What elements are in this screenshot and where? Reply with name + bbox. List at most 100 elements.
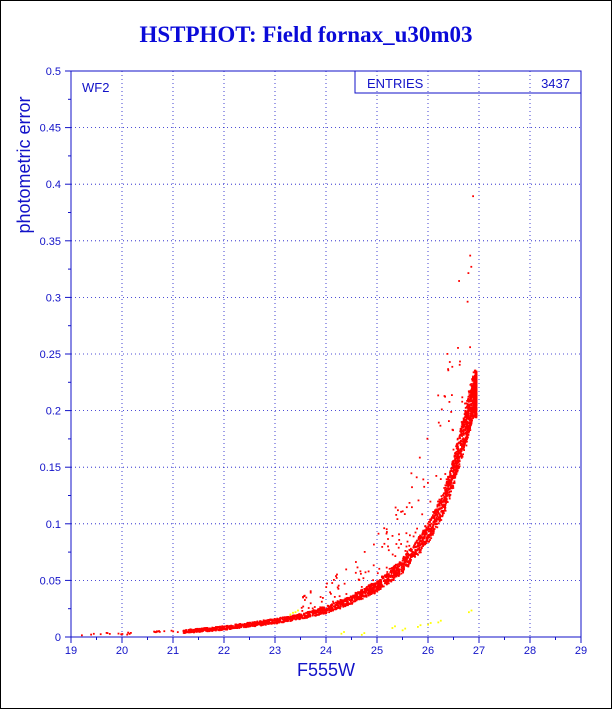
data-point [424, 535, 426, 538]
data-point [318, 609, 320, 612]
data-point [379, 585, 382, 587]
data-point [385, 582, 387, 584]
data-point [336, 573, 338, 576]
data-point [350, 598, 353, 601]
data-point [433, 516, 436, 518]
data-point [448, 479, 451, 481]
data-point [474, 378, 477, 381]
data-point [467, 430, 470, 433]
data-point [437, 508, 440, 510]
data-point [463, 449, 465, 451]
data-point [416, 541, 418, 544]
data-point [194, 628, 197, 630]
data-point [438, 502, 441, 505]
data-point [264, 619, 267, 622]
data-point [254, 625, 256, 628]
data-point [461, 396, 464, 399]
data-point [289, 618, 291, 621]
data-point [354, 600, 357, 603]
data-point [255, 624, 258, 626]
data-point [440, 502, 443, 504]
data-point [462, 430, 465, 432]
data-point [475, 405, 478, 408]
data-point [416, 527, 418, 530]
data-point [249, 622, 252, 625]
data-point [373, 592, 376, 595]
data-point [216, 626, 218, 629]
data-point [438, 504, 441, 507]
data-point [463, 442, 466, 445]
data-point [366, 587, 368, 590]
data-point [269, 622, 272, 625]
data-point [364, 589, 366, 592]
data-point [435, 522, 438, 525]
data-point [313, 606, 316, 608]
data-point [273, 619, 276, 622]
data-point [467, 407, 469, 410]
data-point [375, 587, 378, 590]
data-point [437, 500, 439, 503]
data-point [465, 413, 468, 416]
data-point [472, 408, 475, 411]
data-point [393, 564, 396, 567]
data-point [336, 586, 339, 589]
data-point [429, 533, 431, 536]
data-point [472, 393, 474, 396]
data-point [472, 415, 475, 418]
data-point [469, 421, 471, 423]
data-point [359, 591, 362, 593]
data-point [319, 607, 322, 610]
data-point [459, 360, 461, 363]
data-point [130, 632, 132, 634]
data-point [386, 573, 389, 575]
data-point [105, 632, 108, 634]
data-point [372, 587, 374, 590]
data-point [215, 628, 218, 631]
data-point [466, 434, 469, 437]
data-point [306, 612, 309, 615]
data-point [454, 461, 457, 464]
data-point [182, 630, 185, 632]
data-point [289, 620, 292, 622]
data-point [467, 390, 470, 393]
data-point [300, 614, 303, 617]
data-point [453, 466, 456, 469]
data-point [435, 520, 438, 523]
data-point [405, 506, 408, 509]
data-point [258, 623, 261, 626]
data-point [359, 592, 361, 595]
data-point [381, 546, 384, 548]
data-point [442, 511, 445, 513]
data-point [254, 621, 257, 624]
data-point [465, 415, 468, 418]
data-point [302, 605, 305, 608]
data-point [411, 555, 414, 558]
data-point [352, 600, 355, 603]
data-point [432, 526, 434, 529]
data-point [444, 506, 447, 509]
data-point [108, 633, 111, 635]
data-point [437, 503, 440, 506]
data-point [332, 600, 334, 603]
data-point [451, 467, 454, 470]
data-point [411, 553, 414, 556]
data-point [232, 627, 235, 629]
data-point [473, 376, 476, 378]
data-point [475, 379, 478, 382]
data-point [295, 618, 297, 621]
data-point [475, 382, 478, 384]
data-point [347, 602, 350, 605]
data-point [475, 410, 477, 413]
data-point [366, 592, 369, 595]
data-point [356, 596, 359, 598]
data-point [454, 457, 457, 460]
data-point [397, 568, 400, 570]
data-point [251, 621, 254, 624]
data-point [472, 377, 474, 379]
data-point [471, 407, 473, 410]
data-point [386, 577, 389, 580]
data-point [224, 628, 227, 631]
data-point [466, 429, 469, 432]
data-point [334, 605, 337, 608]
data-point [400, 565, 403, 567]
